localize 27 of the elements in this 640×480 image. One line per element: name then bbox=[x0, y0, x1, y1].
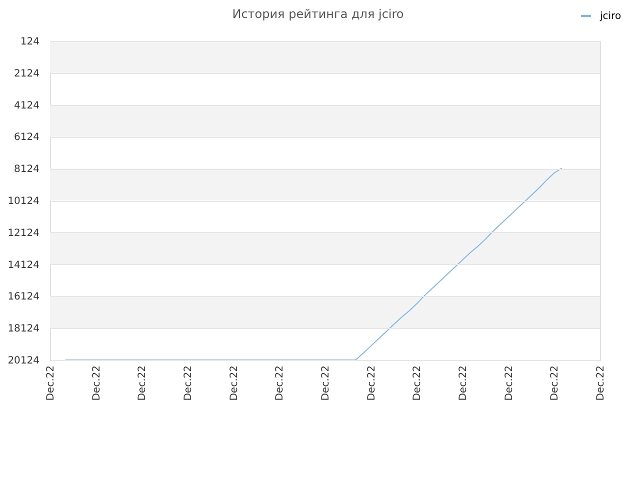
x-tick-label: Dec.22 bbox=[412, 366, 424, 401]
x-tick-label: Dec.22 bbox=[320, 366, 332, 401]
x-tick-label: Dec.22 bbox=[46, 366, 56, 401]
x-tick-label: Dec.22 bbox=[228, 366, 240, 401]
y-tick-label: 16124 bbox=[8, 292, 40, 303]
chart-title: История рейтинга для jciro bbox=[232, 7, 404, 21]
legend-label: jciro bbox=[599, 11, 622, 22]
x-tick-label: Dec.22 bbox=[458, 366, 469, 401]
x-tick-label: Dec.22 bbox=[183, 366, 194, 401]
y-tick-label: 124 bbox=[20, 36, 40, 48]
y-tick-label: 14124 bbox=[8, 260, 40, 271]
x-tick-label: Dec.22 bbox=[550, 366, 561, 401]
y-tick-label: 10124 bbox=[8, 196, 40, 207]
y-tick-label: 4124 bbox=[14, 100, 40, 112]
x-tick-label: Dec.22 bbox=[137, 366, 148, 401]
y-tick-label: 2124 bbox=[14, 68, 40, 80]
x-tick-label: Dec.22 bbox=[596, 366, 606, 401]
x-tick-label: Dec.22 bbox=[504, 366, 515, 401]
line-series bbox=[64, 168, 562, 360]
x-tick-label: Dec.22 bbox=[366, 366, 378, 401]
x-tick-label: Dec.22 bbox=[91, 366, 102, 401]
y-tick-label: 18124 bbox=[8, 324, 40, 335]
y-tick-label: 8124 bbox=[14, 164, 40, 176]
x-tick-label: Dec.22 bbox=[274, 366, 286, 401]
y-tick-label: 20124 bbox=[8, 356, 40, 366]
y-tick-label: 12124 bbox=[8, 228, 40, 239]
y-tick-label: 6124 bbox=[14, 132, 40, 144]
